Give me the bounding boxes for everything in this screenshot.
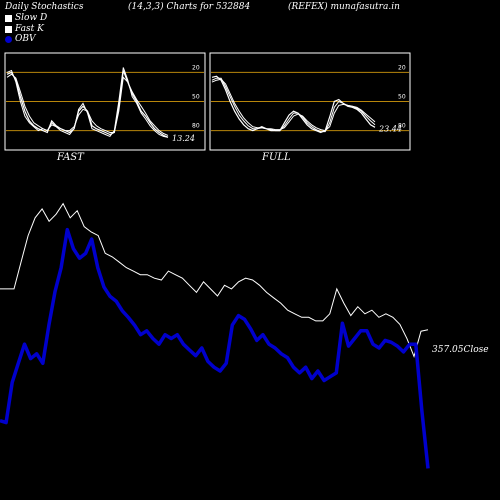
full-tick-label: 50 [398,94,406,101]
legend-fast-k: Fast K [5,24,44,34]
fast-tick-label: 80 [192,123,200,130]
full-series-1-line [211,77,376,133]
fast-tick-label: 50 [192,94,200,101]
fast-tick-label: 20 [192,64,200,71]
full-panel-label: FULL [262,152,291,163]
legend-slow-d: Slow D [5,13,47,23]
full-series-0-line [211,75,376,134]
legend-slow-d-swatch [5,14,12,22]
obv-line [0,227,430,469]
fast-series-2-line [6,73,169,136]
price-last-label: 357.05Close [432,345,489,355]
legend-slow-d-label: Slow D [15,13,48,23]
fast-panel-label: FAST [57,152,84,163]
full-series-2-line [211,78,376,132]
legend-obv-swatch [5,35,12,43]
full-tick-label: 80 [398,123,406,130]
chart-subtitle: (14,3,3) Charts for 532884 [128,2,251,12]
legend-obv: OBV [5,34,36,44]
legend-fast-k-label: Fast K [15,24,44,34]
fast-last-value-label: 13.24 [172,134,195,143]
fast-series-1-line [6,67,169,138]
chart-source: (REFEX) munafasutra.in [288,2,400,12]
legend-obv-label: OBV [15,34,36,44]
full-last-value-label: 23.44 [378,124,402,133]
fast-panel-border [4,52,206,151]
full-tick-label: 20 [398,64,406,71]
legend-fast-k-swatch [5,25,12,33]
chart-title: Daily Stochastics [5,2,84,12]
full-panel-border [209,52,411,151]
fast-series-0-line [6,70,169,138]
price-close-line [0,202,429,358]
